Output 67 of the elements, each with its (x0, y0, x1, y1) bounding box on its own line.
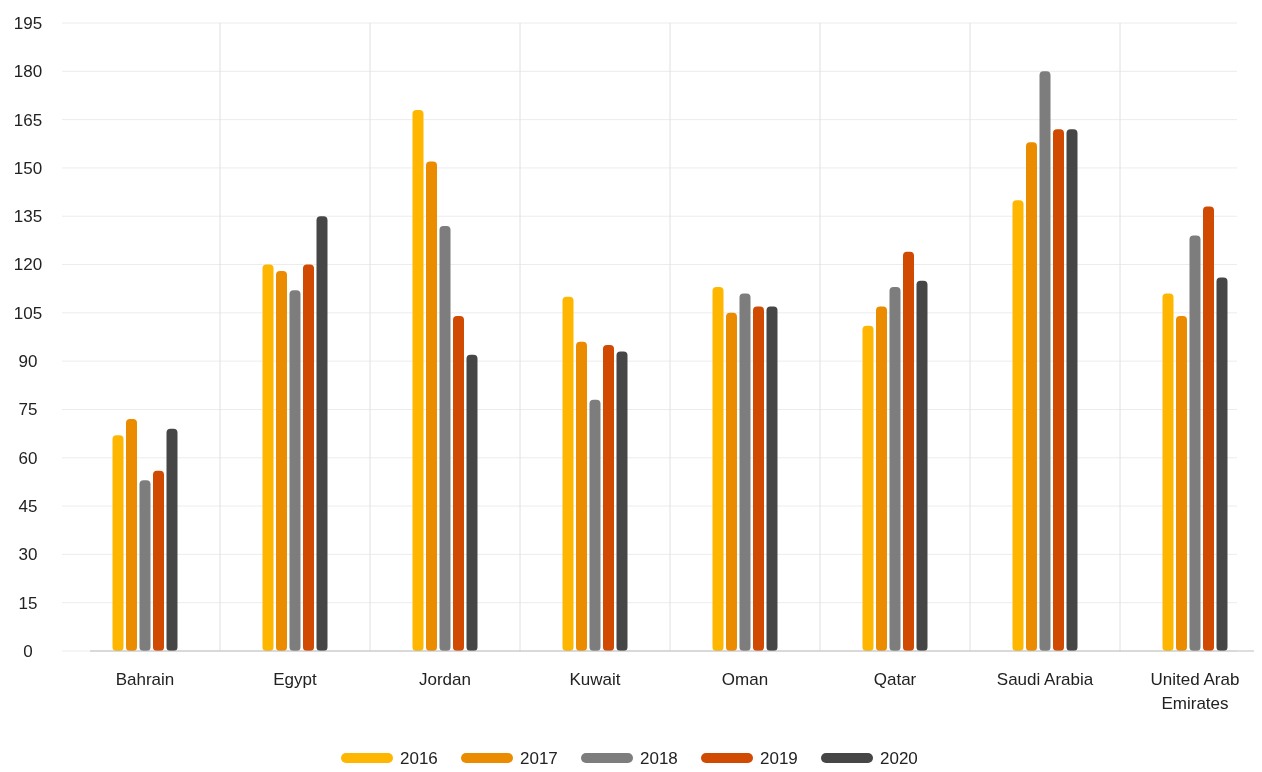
y-tick-label: 120 (13, 255, 43, 275)
bar (1053, 129, 1064, 651)
bar (303, 264, 314, 651)
bar (316, 216, 328, 651)
bar (289, 290, 301, 651)
legend-label: 2018 (640, 749, 678, 768)
bar (439, 225, 451, 651)
y-tick-label: 150 (13, 158, 43, 178)
x-tick-label: Egypt (273, 670, 318, 689)
legend-label: 2020 (880, 749, 918, 768)
y-tick-label: 0 (23, 641, 33, 661)
bar (426, 161, 437, 651)
y-tick-label: 195 (13, 13, 43, 33)
legend-label: 2016 (400, 749, 438, 768)
y-tick-label: 15 (18, 593, 38, 613)
bar (753, 306, 764, 651)
bar (589, 399, 601, 651)
bar (412, 109, 424, 651)
x-tick-label: United Arab Emirates (1150, 670, 1240, 713)
bar (466, 354, 478, 651)
x-tick-label: Qatar (873, 670, 917, 689)
x-tick-label: Bahrain (115, 670, 175, 689)
bar (1026, 142, 1037, 651)
bar (276, 270, 287, 651)
bar (1176, 316, 1187, 651)
y-tick-label: 135 (13, 207, 43, 227)
bar (166, 428, 178, 651)
y-tick-label: 105 (13, 303, 43, 323)
bar (1216, 277, 1228, 651)
bar (766, 306, 778, 651)
x-tick-label: Saudi Arabia (996, 670, 1094, 689)
bar (876, 306, 887, 651)
y-tick-label: 90 (18, 352, 38, 372)
bar (576, 341, 587, 651)
bar (153, 470, 164, 651)
bar (603, 345, 614, 651)
y-tick-label: 180 (13, 62, 43, 82)
legend-label: 2019 (760, 749, 798, 768)
bar (139, 480, 151, 651)
bar (562, 296, 574, 651)
x-tick-label: Oman (721, 670, 769, 689)
x-tick-label: Kuwait (569, 670, 621, 689)
bar (903, 251, 914, 651)
bar (1189, 235, 1201, 651)
bar (1162, 293, 1174, 651)
y-tick-label: 30 (18, 545, 38, 565)
bar (1203, 206, 1214, 651)
bar (616, 351, 628, 651)
bar (126, 419, 137, 651)
bar (726, 312, 737, 651)
y-tick-label: 75 (18, 400, 38, 420)
bar (916, 280, 928, 651)
x-tick-label: Jordan (419, 670, 471, 689)
bar (453, 316, 464, 651)
bar (712, 287, 724, 651)
bar (1066, 129, 1078, 651)
y-tick-label: 45 (18, 497, 38, 517)
bar (262, 264, 274, 651)
bar (1012, 200, 1024, 651)
bar (739, 293, 751, 651)
bar (889, 287, 901, 651)
y-tick-label: 165 (13, 110, 43, 130)
legend-label: 2017 (520, 749, 558, 768)
bar (862, 325, 874, 651)
y-tick-label: 60 (18, 448, 38, 468)
bar (1039, 71, 1051, 651)
bar (112, 435, 124, 651)
